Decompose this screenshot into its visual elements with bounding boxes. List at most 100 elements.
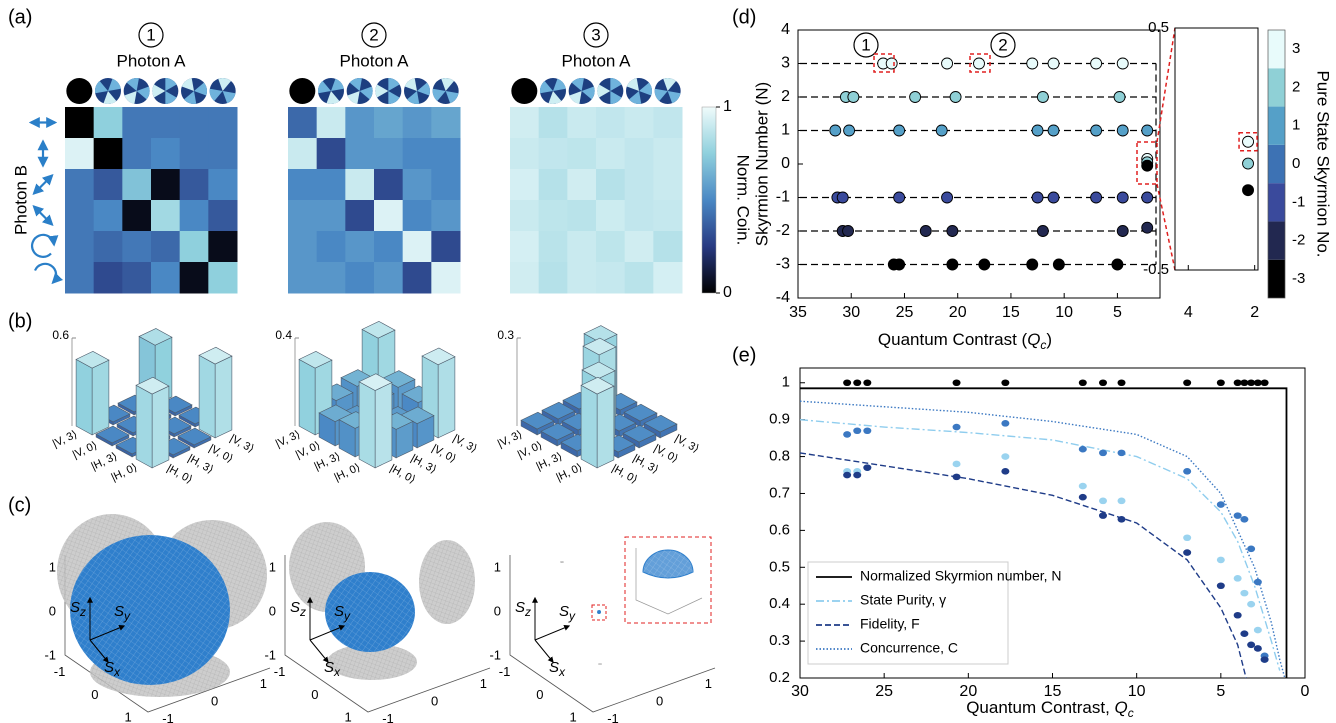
basis-icon (66, 78, 92, 104)
colorbar-tick-label: 3 (1292, 40, 1300, 57)
data-point (863, 464, 871, 471)
label-subscript: z (299, 605, 306, 619)
heatmap-cell (653, 138, 682, 170)
axis-label: Sy (559, 603, 576, 623)
y-tick-label: 0.8 (769, 448, 790, 465)
y-tick-label: 4 (781, 21, 790, 38)
heatmap-cell (374, 200, 403, 232)
colorbar-tick-label: 0 (723, 284, 732, 301)
z-tick-label: 0.6 (52, 328, 69, 342)
data-point (1247, 601, 1255, 608)
heatmap-cell (180, 169, 209, 201)
x-tick-label: 0 (1301, 683, 1310, 700)
heatmap-cell (345, 262, 374, 294)
data-point (1142, 222, 1153, 233)
y-tick-label: 1 (480, 676, 487, 691)
heatmap-cell (317, 138, 346, 170)
data-point (974, 58, 985, 69)
z-tick-label: -1 (489, 647, 501, 662)
colorbar-tick-label: -2 (1292, 232, 1305, 249)
data-point (936, 125, 947, 136)
heatmap-cell (374, 231, 403, 263)
y-tick-label: 0.4 (769, 595, 790, 612)
data-point (843, 472, 851, 479)
data-point (1037, 226, 1048, 237)
data-point (830, 125, 841, 136)
data-point (1183, 549, 1191, 556)
heatmap-cell (567, 138, 596, 170)
heatmap-cell (65, 231, 94, 263)
heatmap-cell (180, 231, 209, 263)
colorbar-tick-label: -1 (1292, 193, 1305, 210)
label-subscript: y (343, 609, 351, 623)
state-sphere-mesh (597, 610, 601, 614)
data-point (886, 58, 897, 69)
bar-face (199, 355, 215, 438)
data-point (843, 379, 851, 386)
x-axis-label: Photon A (116, 51, 186, 70)
y-tick-label: 1 (705, 676, 712, 691)
data-point (1247, 546, 1255, 553)
colorbar-block (1268, 221, 1285, 259)
heatmap-cell (596, 262, 625, 294)
data-point (1247, 641, 1255, 648)
bar-face (375, 383, 392, 468)
bar-face (92, 360, 109, 435)
y-tick-label: 0 (431, 693, 438, 708)
heatmap-cell (122, 200, 151, 232)
y-tick-label: 0.5 (1148, 19, 1169, 36)
data-point (1048, 125, 1059, 136)
label-variable: S (515, 599, 525, 616)
data-point (1032, 125, 1043, 136)
x-tick-label: 5 (1113, 304, 1122, 321)
y-tick-label: 0.3 (769, 632, 790, 649)
data-point (1183, 534, 1191, 541)
x-tick-label: 10 (1055, 304, 1073, 321)
data-point (1117, 125, 1128, 136)
heatmap-cell (122, 262, 151, 294)
panel-number: 1 (146, 25, 155, 44)
heatmap-cell (596, 107, 625, 139)
data-point (1048, 192, 1059, 203)
data-point (1099, 379, 1107, 386)
data-point (1032, 192, 1043, 203)
heatmap-cell (539, 200, 568, 232)
axis-label: Sx (549, 659, 566, 679)
data-point (1217, 501, 1225, 508)
colorbar-block (1268, 260, 1285, 298)
heatmap-cell (403, 231, 432, 263)
label-subscript: x (558, 665, 566, 679)
y-tick-label: -2 (776, 222, 790, 239)
data-point (1037, 92, 1048, 103)
heatmap-cell (208, 231, 237, 263)
label-variable: S (104, 659, 114, 676)
data-point (1234, 612, 1242, 619)
data-point (894, 259, 905, 270)
y-tick-label: 0.9 (769, 411, 790, 428)
heatmap-cell (596, 138, 625, 170)
heatmap-cell (403, 200, 432, 232)
data-point (953, 461, 961, 468)
label-subscript: c (1128, 706, 1134, 720)
y-tick-label: 2 (781, 88, 790, 105)
y-tick-label: 1 (781, 122, 790, 139)
heatmap-cell (625, 231, 654, 263)
data-point (1217, 582, 1225, 589)
data-point (837, 192, 848, 203)
heatmap-cell (374, 262, 403, 294)
heatmap-cell (567, 200, 596, 232)
label-text: ) (1046, 330, 1052, 349)
basis-icon (289, 78, 315, 104)
data-point (1048, 58, 1059, 69)
y-tick-label: 1 (260, 676, 267, 691)
x-tick-label: 2 (1250, 304, 1259, 321)
heatmap-cell (374, 169, 403, 201)
heatmap-cell (596, 169, 625, 201)
y-tick-label: 0.6 (769, 521, 790, 538)
heatmap-cell (122, 138, 151, 170)
x-axis-label: Quantum Contrast, Qc (966, 698, 1134, 720)
heatmap-cell (345, 169, 374, 201)
label-subscript: y (568, 609, 576, 623)
heatmap-cell (151, 169, 180, 201)
bar-face (76, 359, 92, 435)
